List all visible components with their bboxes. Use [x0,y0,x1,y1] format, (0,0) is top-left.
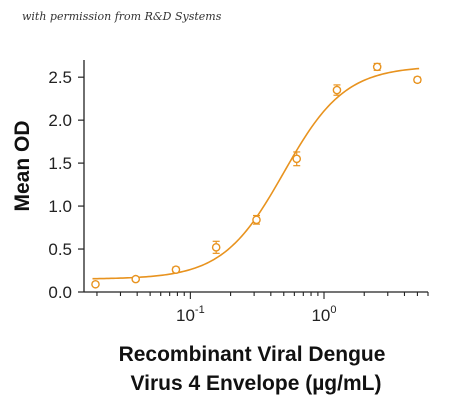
data-point [91,279,100,289]
y-tick-label: 1.0 [48,197,72,216]
x-ticks: 10-1 100 [96,292,429,325]
data-point [413,75,422,85]
y-tick-label: 2.0 [48,111,72,130]
x-tick-label: 100 [311,304,336,325]
data-point [131,274,141,284]
y-axis-title: Mean OD [11,120,34,211]
data-point [252,215,261,225]
y-tick-label: 1.5 [48,154,72,173]
y-tick-label: 2.5 [48,68,72,87]
series-layer [91,62,422,289]
data-point [171,265,181,274]
data-point [372,62,382,72]
y-tick-label: 0.0 [48,283,72,302]
data-point [211,243,221,252]
x-axis-title-line2: Virus 4 Envelope (µg/mL) [131,372,382,395]
data-point [292,154,302,164]
y-tick-label: 0.5 [48,240,72,259]
x-tick-label: 10-1 [176,304,205,325]
credit-text: with permission from R&D Systems [22,10,222,23]
y-ticks: 0.0 0.5 1.0 1.5 2.0 2.5 [48,68,84,302]
axes [83,60,428,293]
x-axis-title-line1: Recombinant Viral Dengue [119,343,386,366]
data-point [332,85,342,95]
fit-curve [92,67,420,280]
